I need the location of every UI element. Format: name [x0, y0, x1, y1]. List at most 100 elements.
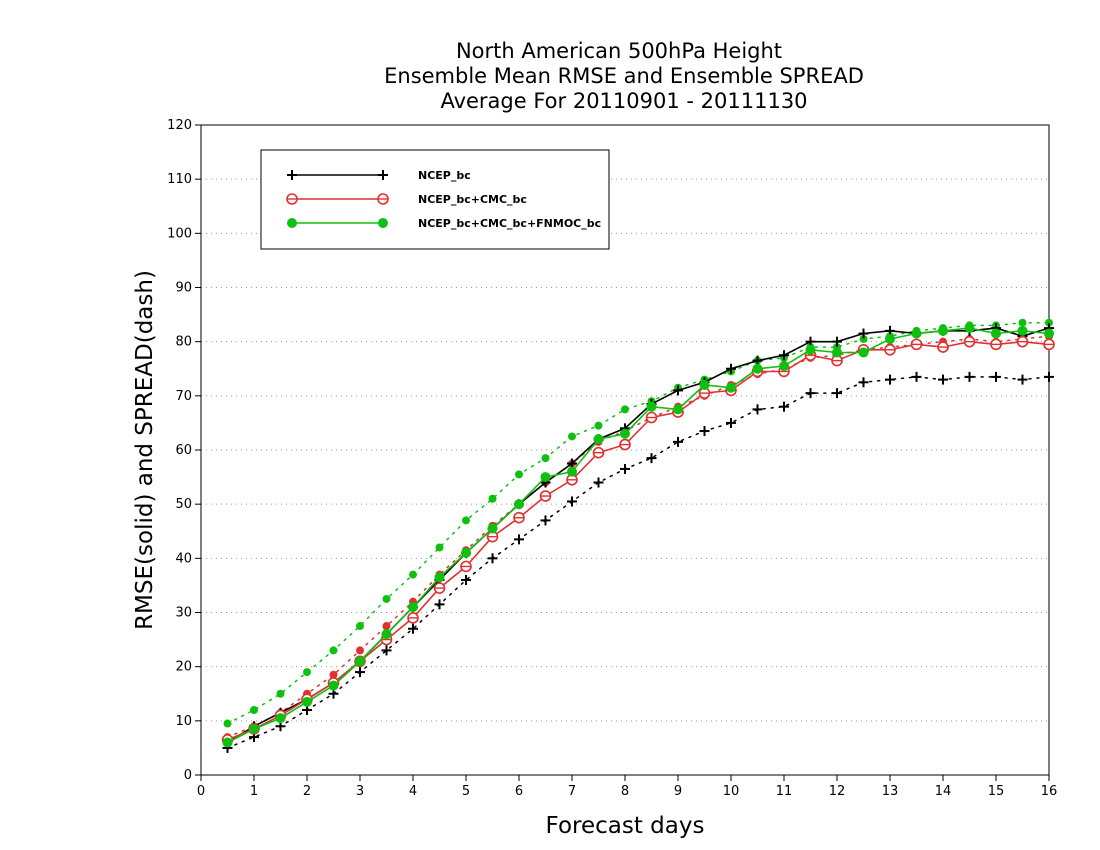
rmse-point	[407, 612, 419, 624]
spread-point	[356, 622, 364, 631]
rmse-point	[964, 323, 975, 334]
x-tick-label: 9	[674, 784, 682, 799]
spread-line	[226, 321, 1050, 725]
legend-marker-start	[287, 218, 297, 228]
y-tick-label: 40	[175, 551, 192, 566]
rmse-point	[567, 466, 577, 477]
y-tick-label: 0	[184, 768, 192, 783]
rmse-point	[832, 336, 842, 347]
spread-point	[1044, 371, 1054, 382]
spread-point	[223, 719, 232, 728]
x-tick-label: 6	[515, 784, 523, 799]
rmse-point	[328, 680, 339, 691]
legend-box	[260, 149, 610, 250]
rmse-point	[222, 737, 233, 748]
rmse-point	[433, 582, 446, 594]
rmse-point	[752, 363, 763, 374]
legend-marker-end	[377, 193, 389, 205]
spread-point	[885, 374, 895, 385]
rmse-point	[990, 338, 1002, 351]
legend-label: NCEP_bc+CMC_bc	[418, 193, 527, 206]
chart-title-line-3: Average For 20110901 - 20111130	[440, 89, 807, 113]
y-tick-label: 110	[167, 172, 192, 187]
rmse-point	[539, 490, 552, 502]
legend-marker-start	[286, 193, 298, 205]
y-tick-label: 90	[175, 281, 192, 296]
spread-line	[226, 335, 1050, 738]
rmse-point	[513, 511, 525, 524]
x-tick-label: 7	[568, 784, 576, 799]
rmse-point	[514, 499, 524, 510]
spread-point	[250, 706, 258, 714]
rmse-point	[911, 328, 922, 339]
legend-entry-0: NCEP_bc	[287, 169, 471, 182]
rmse-point	[726, 382, 736, 393]
rmse-point	[938, 325, 948, 336]
spread-point	[752, 404, 763, 415]
rmse-point	[619, 438, 631, 451]
spread-point	[408, 623, 418, 634]
spread-point	[938, 374, 948, 385]
spread-point	[381, 645, 392, 656]
x-tick-label: 11	[776, 784, 793, 799]
spread-point	[673, 436, 683, 447]
y-tick-label: 120	[167, 118, 192, 133]
spread-point	[646, 453, 657, 464]
legend: NCEP_bc NCEP_bc+CMC_bc NCEP_bc+CMC_bc+FNMO…	[260, 149, 610, 250]
rmse-point	[910, 338, 923, 351]
spread-point	[434, 599, 445, 610]
rmse-point	[779, 361, 789, 372]
rmse-point	[593, 434, 604, 445]
rmse-point	[1016, 335, 1029, 348]
spread-point	[382, 594, 391, 603]
rmse-point	[275, 713, 286, 724]
rmse-point	[645, 411, 658, 424]
spread-point	[858, 377, 869, 388]
spread-point	[488, 494, 497, 503]
series-0-rmse	[222, 323, 1054, 748]
spread-point	[593, 477, 604, 488]
spread-point	[805, 388, 816, 399]
y-tick-label: 70	[175, 389, 192, 404]
rmse-point	[832, 347, 842, 358]
spread-point	[276, 689, 285, 698]
rmse-point	[1044, 328, 1054, 339]
spread-point	[911, 371, 922, 382]
data-series	[221, 318, 1055, 753]
rmse-point	[540, 472, 551, 483]
series-2-spread	[223, 318, 1053, 728]
spread-point	[964, 371, 975, 382]
rmse-point	[991, 328, 1001, 339]
rmse-point	[673, 404, 683, 415]
y-tick-label: 30	[175, 606, 192, 621]
chart-title-line-2: Ensemble Mean RMSE and Ensemble SPREAD	[384, 64, 864, 88]
rmse-point	[408, 602, 418, 613]
x-tick-label: 16	[1041, 784, 1058, 799]
rmse-point	[699, 380, 710, 390]
x-tick-label: 12	[829, 784, 846, 799]
rmse-point	[302, 696, 312, 707]
spread-point	[514, 534, 524, 545]
x-tick-label: 2	[303, 784, 311, 799]
y-tick-label: 10	[175, 714, 192, 729]
legend-entry-2: NCEP_bc+CMC_bc+FNMOC_bc	[287, 217, 601, 230]
spread-point	[594, 421, 603, 430]
rmse-point	[726, 363, 736, 374]
rmse-point	[460, 560, 472, 573]
rmse-point	[646, 401, 657, 412]
x-tick-label: 14	[935, 784, 952, 799]
x-tick-label: 8	[621, 784, 629, 799]
spread-line	[226, 376, 1050, 749]
spread-point	[462, 516, 470, 525]
rmse-line	[227, 340, 1050, 741]
x-tick-label: 13	[882, 784, 899, 799]
rmse-point	[434, 572, 445, 583]
spread-point	[699, 426, 710, 437]
legend-marker-end	[378, 218, 388, 228]
x-tick-label: 1	[250, 784, 258, 799]
rmse-point	[963, 335, 976, 348]
spread-point	[621, 405, 629, 414]
spread-point	[1017, 374, 1028, 385]
